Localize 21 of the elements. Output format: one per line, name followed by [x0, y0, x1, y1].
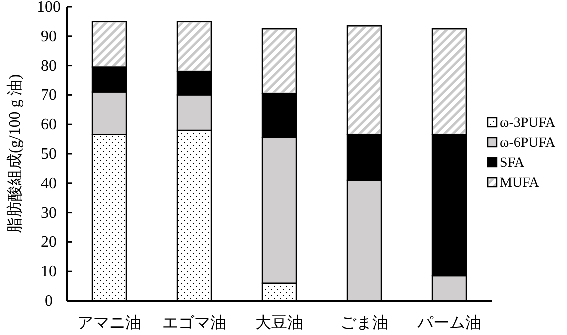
legend-label: MUFA: [500, 176, 540, 191]
x-tick-label: エゴマ油: [162, 314, 226, 332]
y-axis-title: 脂肪酸組成(g/100 g 油): [6, 74, 24, 234]
y-tick-label: 0: [45, 293, 53, 310]
y-tick-label: 10: [41, 264, 57, 281]
y-tick-label: 40: [41, 175, 57, 192]
y-tick-label: 50: [41, 146, 57, 163]
y-tick-label: 60: [41, 116, 57, 134]
x-tick-label: アマニ油: [78, 314, 142, 332]
legend-label: SFA: [500, 156, 526, 171]
legend-label: ω-3PUFA: [500, 116, 557, 131]
y-tick-label: 90: [41, 28, 57, 46]
y-tick-label: 20: [41, 234, 57, 252]
x-tick-label: パーム油: [416, 314, 482, 332]
legend-label: ω-6PUFA: [500, 136, 557, 151]
x-tick-label: 大豆油: [256, 314, 304, 332]
y-tick-label: 30: [41, 204, 57, 222]
y-tick-label: 80: [41, 58, 57, 75]
y-tick-label: 70: [41, 87, 57, 104]
y-tick-label: 100: [37, 0, 61, 16]
x-tick-label: ごま油: [340, 314, 388, 332]
